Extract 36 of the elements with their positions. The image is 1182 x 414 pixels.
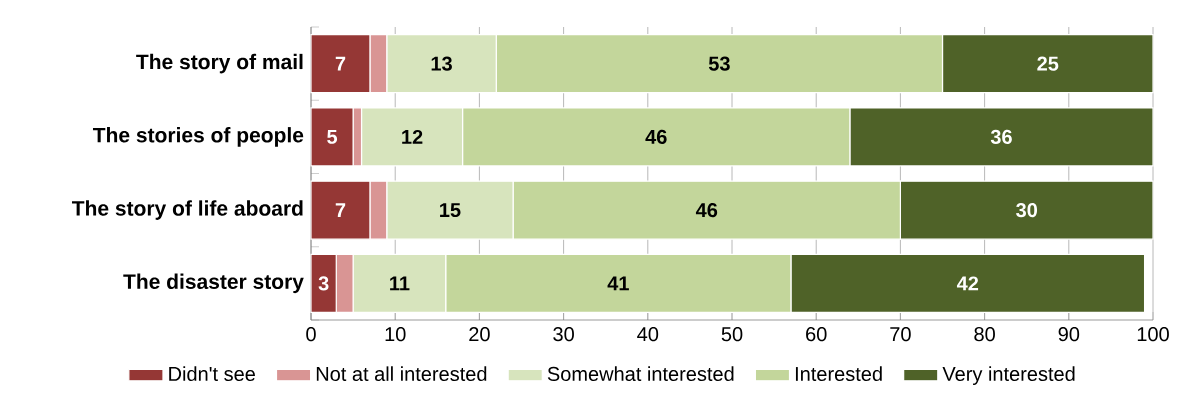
data-label: 42: [956, 276, 979, 291]
data-label: 13: [431, 56, 452, 71]
data-label: 15: [440, 203, 461, 218]
data-label: 30: [1016, 203, 1038, 218]
x-tick-label: 70: [890, 327, 911, 342]
x-tick-label: 40: [637, 327, 659, 342]
x-tick-label: 60: [806, 327, 827, 342]
x-tick-label: 100: [1137, 327, 1169, 342]
legend-label: Not at all interested: [316, 366, 487, 382]
legend-label: Very interested: [942, 366, 1075, 385]
x-tick-label: 80: [974, 327, 995, 342]
x-tick-label: 20: [469, 327, 490, 342]
data-label: 36: [990, 129, 1012, 144]
y-tick-label: The stories of people: [92, 127, 304, 147]
data-label: 3: [318, 276, 329, 291]
data-label: 7: [335, 203, 346, 218]
legend-label: Interested: [795, 366, 882, 382]
data-label: 7: [335, 56, 346, 71]
data-label: 46: [645, 129, 667, 144]
data-label: 25: [1037, 56, 1059, 71]
y-tick-label: The disaster story: [123, 273, 304, 294]
data-label: 41: [607, 276, 629, 291]
x-tick-label: 90: [1058, 327, 1080, 342]
data-label: 46: [695, 203, 718, 218]
data-label: 53: [708, 56, 730, 71]
data-label: 5: [327, 129, 338, 144]
y-tick-label: The story of life aboard: [71, 200, 303, 220]
data-label: 11: [390, 276, 410, 291]
x-tick-label: 30: [553, 327, 574, 342]
x-tick-label: 10: [385, 327, 406, 342]
y-tick-label: The story of mail: [136, 53, 303, 74]
data-label: 12: [402, 129, 423, 144]
x-tick-label: 0: [306, 327, 316, 342]
x-tick-label: 50: [721, 327, 743, 342]
legend-label: Didn't see: [169, 366, 255, 382]
legend-label: Somewhat interested: [547, 366, 734, 382]
